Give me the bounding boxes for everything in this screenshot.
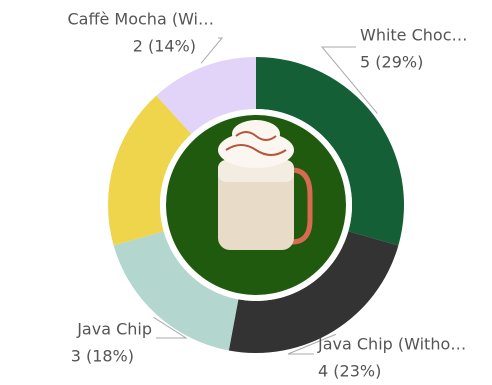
category-label: Java Chip (Witho… [317,335,466,354]
leader-line [200,37,224,64]
category-label: Java Chip [76,320,152,339]
leader-line [153,316,188,339]
slice [107,95,192,246]
slice [228,231,399,353]
value-label: 2 (14%) [133,37,196,56]
value-label: 3 (18%) [71,347,134,366]
slice [113,231,239,351]
category-label: Caffè Mocha (Wi… [67,10,214,29]
value-label: 5 (29%) [360,53,423,72]
slice [256,57,404,246]
category-label: White Choc… [360,26,468,45]
slice [156,57,256,135]
value-label: 4 (23%) [318,362,381,381]
leader-line [320,46,378,114]
leader-line [287,333,337,355]
center-image [160,109,352,301]
